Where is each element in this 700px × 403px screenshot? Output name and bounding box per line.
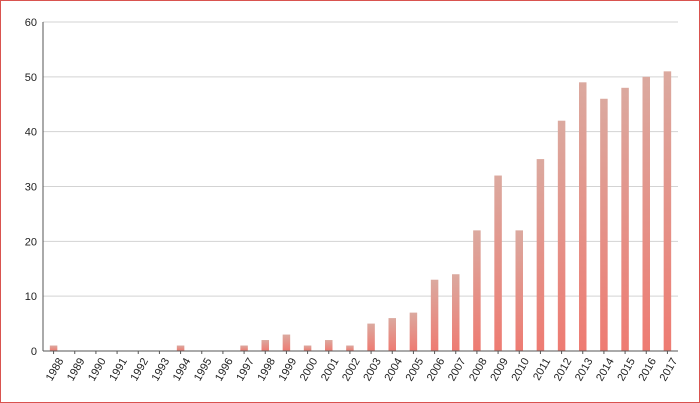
- x-tick-label: 2011: [531, 356, 553, 382]
- x-tick-label: 2005: [404, 356, 427, 383]
- x-tick-label: 2000: [298, 356, 321, 383]
- bar-2011: [536, 159, 545, 351]
- x-tick-label: 2013: [573, 356, 596, 383]
- y-tick-label: 20: [25, 236, 37, 248]
- x-tick-label: 1990: [86, 356, 109, 383]
- bar-2005: [409, 312, 418, 351]
- axes: [42, 22, 678, 354]
- bar-2010: [515, 230, 523, 351]
- bar-2014: [600, 98, 608, 352]
- x-tick-label: 1988: [44, 356, 67, 383]
- x-tick-label: 1992: [128, 356, 151, 383]
- x-tick-label: 1995: [192, 356, 215, 383]
- y-tick-label: 0: [31, 346, 37, 358]
- bar-1999: [282, 334, 291, 351]
- x-tick-labels: 1988198919901991199219931994199519961997…: [44, 356, 680, 383]
- bar-2016: [642, 76, 650, 351]
- x-tick-label: 1989: [65, 356, 88, 383]
- x-tick-label: 2002: [340, 356, 363, 383]
- x-tick-label: 1996: [213, 356, 236, 383]
- x-tick-label: 2001: [319, 356, 342, 383]
- y-tick-label: 30: [25, 182, 37, 194]
- bar-1998: [261, 340, 269, 351]
- bar-1988: [49, 345, 58, 351]
- x-tick-label: 2004: [382, 356, 405, 383]
- x-tick-label: 2008: [467, 356, 490, 383]
- y-tick-labels: 0 10 20 30 40 50 60: [25, 17, 37, 358]
- bar-2004: [388, 318, 396, 351]
- x-tick-label: 1994: [171, 356, 194, 383]
- x-tick-label: 1997: [234, 356, 257, 383]
- y-tick-label: 10: [25, 291, 37, 303]
- y-tick-label: 50: [25, 72, 37, 84]
- x-tick-label: 2012: [552, 356, 575, 383]
- bar-2015: [621, 87, 629, 352]
- x-tick-label: 2007: [446, 356, 469, 383]
- bar-2002: [346, 345, 354, 351]
- bar-2003: [367, 323, 375, 351]
- x-tick-label: 2009: [488, 356, 511, 383]
- bar-2007: [452, 274, 460, 351]
- gridlines: [43, 21, 678, 297]
- bars: [49, 71, 672, 352]
- bar-2009: [494, 175, 502, 351]
- bar-2008: [473, 230, 481, 351]
- x-tick-label: 2016: [636, 356, 659, 383]
- x-tick-label: 2015: [615, 356, 638, 383]
- x-tick-label: 2010: [509, 356, 532, 383]
- x-tick-label: 1999: [277, 356, 300, 383]
- x-tick-label: 2014: [594, 356, 617, 383]
- bar-2000: [303, 345, 312, 351]
- x-tick-label: 2003: [361, 356, 384, 383]
- bar-2001: [325, 340, 333, 351]
- bar-1994: [176, 345, 185, 351]
- bar-2013: [579, 82, 587, 352]
- x-tick-label: 1991: [107, 356, 130, 383]
- bar-1997: [240, 345, 248, 351]
- bar-2006: [430, 279, 439, 351]
- x-tick-label: 1993: [150, 356, 173, 383]
- x-tick-label: 1998: [255, 356, 278, 383]
- bar-2012: [557, 120, 566, 351]
- x-tick-label: 2006: [425, 356, 448, 383]
- y-tick-label: 60: [25, 17, 37, 29]
- x-tick-label: 2017: [658, 356, 681, 383]
- y-tick-label: 40: [25, 127, 37, 139]
- bar-2017: [663, 71, 672, 351]
